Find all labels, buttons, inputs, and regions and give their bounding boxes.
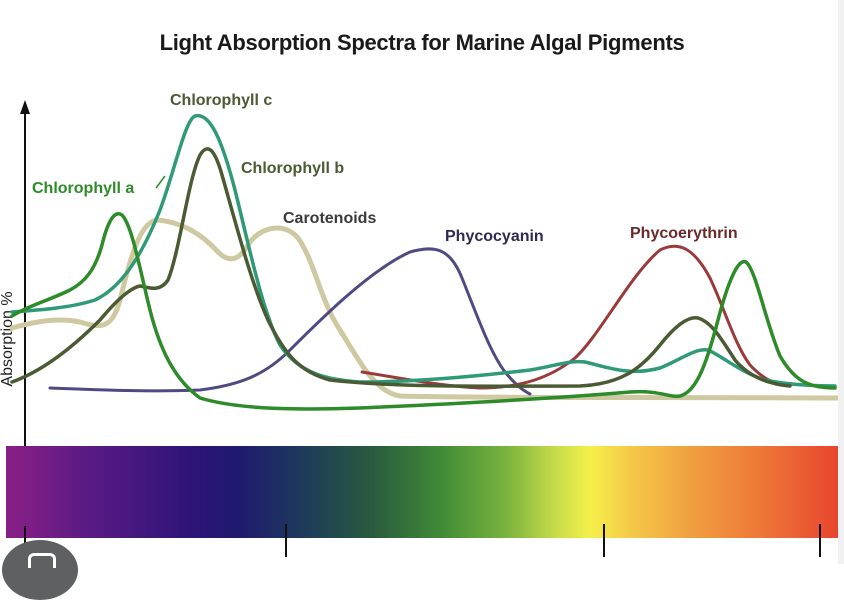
series-phycoerythrin xyxy=(360,244,782,390)
label-chlorophyll-c: Chlorophyll c xyxy=(170,92,272,109)
label-leader-chlorophyll-a xyxy=(155,175,166,189)
label-chlorophyll-a: Chlorophyll a xyxy=(32,180,134,197)
label-chlorophyll-b: Chlorophyll b xyxy=(241,160,344,177)
right-edge xyxy=(838,0,844,564)
wavelength-spectrum-bar xyxy=(6,446,840,538)
lens-search-button[interactable] xyxy=(2,540,78,600)
chart-title: Light Absorption Spectra for Marine Alga… xyxy=(159,30,685,55)
series-phycocyanin xyxy=(48,247,532,396)
series-chlorophyll-a xyxy=(10,212,837,411)
chart-plot: Chlorophyll a Chlorophyll c Chlorophyll … xyxy=(9,92,843,446)
lens-search-icon xyxy=(28,553,56,568)
y-axis-arrow-icon xyxy=(20,100,30,114)
series-carotenoids xyxy=(9,217,843,401)
label-phycoerythrin: Phycoerythrin xyxy=(630,225,738,242)
x-axis-ticks xyxy=(24,524,821,560)
series-chlorophyll-b xyxy=(10,147,792,388)
label-phycocyanin: Phycocyanin xyxy=(445,228,544,245)
label-carotenoids: Carotenoids xyxy=(283,210,376,227)
